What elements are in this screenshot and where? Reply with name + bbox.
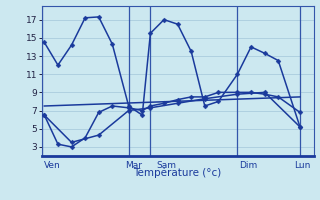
Text: Sam: Sam — [157, 161, 177, 170]
Text: Lun: Lun — [294, 161, 311, 170]
Text: Ven: Ven — [44, 161, 61, 170]
Text: Dim: Dim — [239, 161, 258, 170]
Text: Mar: Mar — [125, 161, 143, 170]
X-axis label: Température (°c): Température (°c) — [133, 167, 222, 178]
